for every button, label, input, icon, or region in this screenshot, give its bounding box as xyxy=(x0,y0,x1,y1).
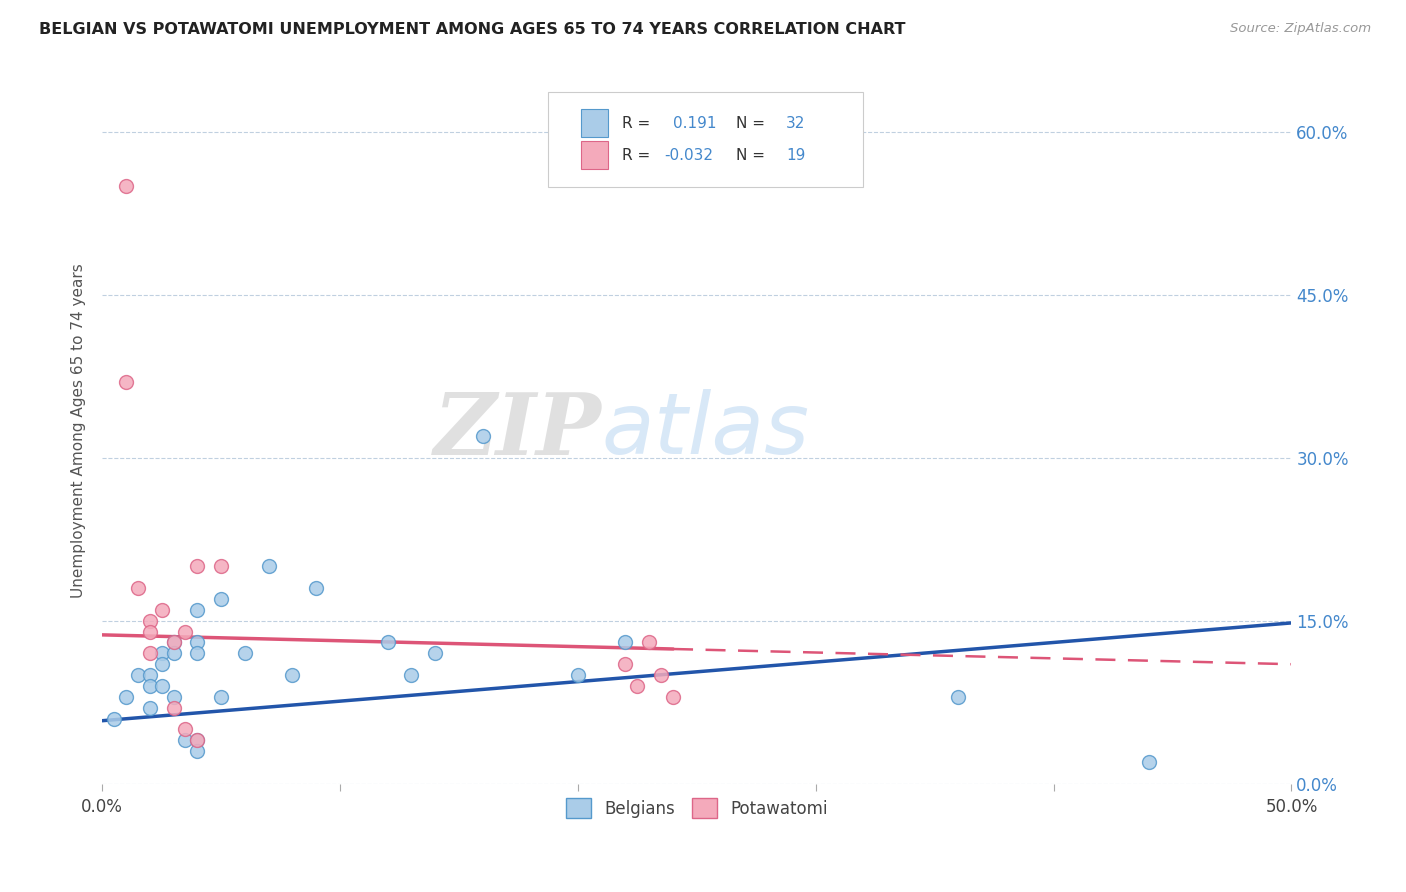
Point xyxy=(186,559,208,574)
Point xyxy=(139,624,162,639)
Point xyxy=(186,733,208,747)
FancyBboxPatch shape xyxy=(582,141,607,169)
Point xyxy=(186,744,208,758)
Text: N =: N = xyxy=(737,148,765,162)
Point xyxy=(626,679,648,693)
Point xyxy=(139,668,162,682)
Text: 32: 32 xyxy=(786,116,806,131)
Legend: Belgians, Potawatomi: Belgians, Potawatomi xyxy=(560,791,834,825)
Point xyxy=(567,668,589,682)
Point xyxy=(150,679,173,693)
Text: BELGIAN VS POTAWATOMI UNEMPLOYMENT AMONG AGES 65 TO 74 YEARS CORRELATION CHART: BELGIAN VS POTAWATOMI UNEMPLOYMENT AMONG… xyxy=(39,22,905,37)
Point xyxy=(150,603,173,617)
Point xyxy=(150,646,173,660)
Point xyxy=(425,646,447,660)
Point xyxy=(186,635,208,649)
Point xyxy=(281,668,304,682)
FancyBboxPatch shape xyxy=(548,92,863,187)
Point xyxy=(638,635,661,649)
Text: N =: N = xyxy=(737,116,765,131)
Point xyxy=(186,733,208,747)
Point xyxy=(401,668,423,682)
Point xyxy=(127,668,149,682)
Point xyxy=(174,723,197,737)
Point xyxy=(614,635,637,649)
Point xyxy=(471,429,494,443)
Point xyxy=(209,592,232,607)
Point xyxy=(174,624,197,639)
FancyBboxPatch shape xyxy=(582,109,607,137)
Point xyxy=(139,614,162,628)
Text: R =: R = xyxy=(621,116,650,131)
Point xyxy=(127,581,149,595)
Point xyxy=(115,179,138,194)
Point xyxy=(103,712,125,726)
Point xyxy=(614,657,637,672)
Point xyxy=(209,559,232,574)
Point xyxy=(115,375,138,389)
Point xyxy=(139,700,162,714)
Point xyxy=(162,635,184,649)
Point xyxy=(115,690,138,704)
Point xyxy=(150,657,173,672)
Text: Source: ZipAtlas.com: Source: ZipAtlas.com xyxy=(1230,22,1371,36)
Point xyxy=(162,646,184,660)
Point xyxy=(662,690,685,704)
Point xyxy=(650,668,672,682)
Text: atlas: atlas xyxy=(602,389,810,472)
Point xyxy=(162,690,184,704)
Point xyxy=(162,635,184,649)
Point xyxy=(305,581,328,595)
Text: R =: R = xyxy=(621,148,650,162)
Text: ZIP: ZIP xyxy=(434,389,602,473)
Point xyxy=(209,690,232,704)
Point xyxy=(162,700,184,714)
Point xyxy=(257,559,280,574)
Point xyxy=(139,679,162,693)
Point xyxy=(139,646,162,660)
Point xyxy=(377,635,399,649)
Point xyxy=(1137,755,1160,769)
Text: 19: 19 xyxy=(786,148,806,162)
Point xyxy=(948,690,970,704)
Text: 0.191: 0.191 xyxy=(673,116,717,131)
Text: -0.032: -0.032 xyxy=(665,148,714,162)
Point xyxy=(233,646,256,660)
Y-axis label: Unemployment Among Ages 65 to 74 years: Unemployment Among Ages 65 to 74 years xyxy=(72,263,86,598)
Point xyxy=(174,733,197,747)
Point xyxy=(186,603,208,617)
Point xyxy=(186,646,208,660)
